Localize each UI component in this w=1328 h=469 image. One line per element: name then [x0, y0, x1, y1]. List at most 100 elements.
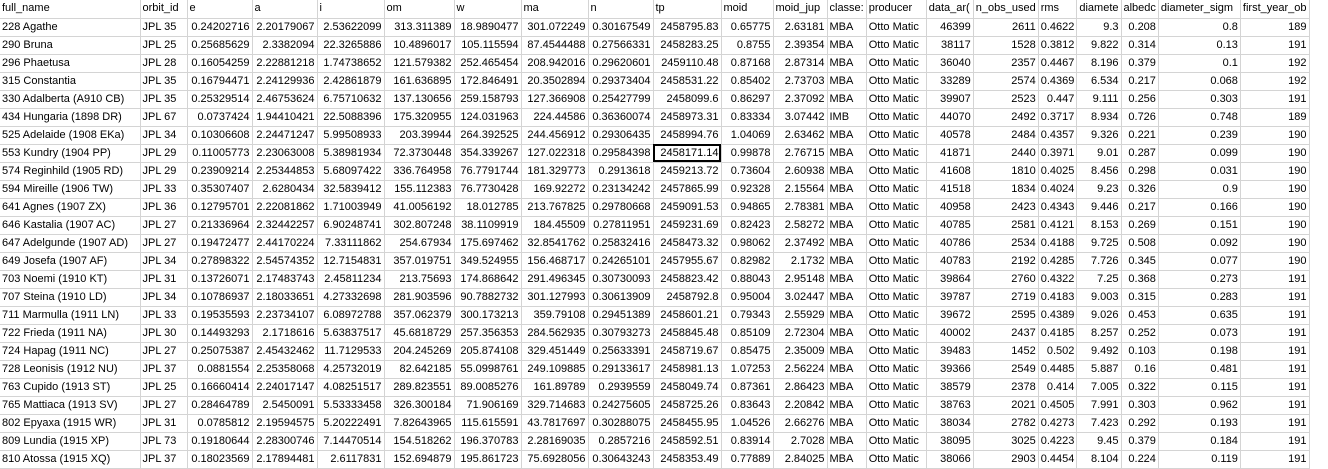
cell-producer[interactable]: Otto Matic	[866, 414, 927, 433]
cell-classes[interactable]: MBA	[827, 90, 867, 109]
cell-ma[interactable]: 329.714683	[521, 396, 589, 415]
cell-data-arc[interactable]: 41518	[926, 180, 974, 199]
cell-producer[interactable]: Otto Matic	[866, 72, 927, 91]
cell-tp[interactable]: 2458792.8	[653, 288, 722, 307]
cell-w[interactable]: 124.031963	[454, 108, 522, 127]
cell-classes[interactable]: MBA	[827, 252, 867, 271]
cell-e[interactable]: 0.10786937	[187, 288, 253, 307]
cell-producer[interactable]: Otto Matic	[866, 306, 927, 325]
cell-first-year-obs[interactable]: 191	[1240, 324, 1310, 343]
cell-ma[interactable]: 181.329773	[521, 162, 589, 181]
cell-diameter[interactable]: 9.492	[1076, 342, 1122, 361]
cell-moid-jup[interactable]: 2.20842	[773, 396, 828, 415]
cell-producer[interactable]: Otto Matic	[866, 288, 927, 307]
cell-albedo[interactable]: 0.322	[1121, 378, 1159, 397]
cell-rms[interactable]: 0.4357	[1038, 126, 1078, 145]
cell-om[interactable]: 137.130656	[384, 90, 455, 109]
cell-rms[interactable]: 0.4389	[1038, 306, 1078, 325]
cell-w[interactable]: 76.7791744	[454, 162, 522, 181]
cell-i[interactable]: 2.6117831	[317, 450, 385, 469]
cell-a[interactable]: 2.19594575	[252, 414, 318, 433]
cell-diameter[interactable]: 8.456	[1076, 162, 1122, 181]
cell-n[interactable]: 0.23134242	[588, 180, 654, 199]
cell-n[interactable]: 0.2939559	[588, 378, 654, 397]
cell-classes[interactable]: MBA	[827, 180, 867, 199]
cell-first-year-obs[interactable]: 191	[1240, 306, 1310, 325]
cell-w[interactable]: 264.392525	[454, 126, 522, 145]
cell-w[interactable]: 354.339267	[454, 144, 522, 163]
cell-tp[interactable]: 2458473.32	[653, 234, 722, 253]
cell-diameter-sigma[interactable]: 0.13	[1158, 36, 1241, 55]
cell-n[interactable]: 0.24265101	[588, 252, 654, 271]
cell-w[interactable]: 349.524955	[454, 252, 522, 271]
cell-i[interactable]: 5.20222491	[317, 414, 385, 433]
cell-n[interactable]: 0.29306435	[588, 126, 654, 145]
cell-moid[interactable]: 0.85402	[721, 72, 774, 91]
cell-moid[interactable]: 0.79343	[721, 306, 774, 325]
cell-w[interactable]: 90.7882732	[454, 288, 522, 307]
cell-rms[interactable]: 0.4485	[1038, 360, 1078, 379]
cell-data-arc[interactable]: 40783	[926, 252, 974, 271]
cell-om[interactable]: 326.300184	[384, 396, 455, 415]
cell-tp[interactable]: 2459091.53	[653, 198, 722, 217]
header-cell-i[interactable]: i	[317, 0, 385, 19]
cell-ma[interactable]: 43.7817697	[521, 414, 589, 433]
cell-i[interactable]: 6.90248741	[317, 216, 385, 235]
cell-rms[interactable]: 0.4183	[1038, 288, 1078, 307]
cell-ma[interactable]: 284.562935	[521, 324, 589, 343]
cell-full-name[interactable]: 707 Steina (1910 LD)	[0, 288, 141, 307]
cell-e[interactable]: 0.25685629	[187, 36, 253, 55]
cell-first-year-obs[interactable]: 191	[1240, 396, 1310, 415]
cell-e[interactable]: 0.18023569	[187, 450, 253, 469]
cell-tp[interactable]: 2458845.48	[653, 324, 722, 343]
cell-full-name[interactable]: 722 Frieda (1911 NA)	[0, 324, 141, 343]
cell-full-name[interactable]: 330 Adalberta (A910 CB)	[0, 90, 141, 109]
cell-albedo[interactable]: 0.379	[1121, 54, 1159, 73]
cell-i[interactable]: 4.08251517	[317, 378, 385, 397]
cell-e[interactable]: 0.19180644	[187, 432, 253, 451]
cell-w[interactable]: 18.012785	[454, 198, 522, 217]
cell-tp[interactable]: 2457955.67	[653, 252, 722, 271]
cell-producer[interactable]: Otto Matic	[866, 234, 927, 253]
cell-a[interactable]: 2.28300746	[252, 432, 318, 451]
cell-diameter-sigma[interactable]: 0.077	[1158, 252, 1241, 271]
cell-orbit-id[interactable]: JPL 27	[140, 216, 188, 235]
cell-diameter-sigma[interactable]: 0.031	[1158, 162, 1241, 181]
cell-w[interactable]: 105.115594	[454, 36, 522, 55]
cell-rms[interactable]: 0.3812	[1038, 36, 1078, 55]
cell-a[interactable]: 2.18033651	[252, 288, 318, 307]
cell-diameter[interactable]: 9.23	[1076, 180, 1122, 199]
cell-producer[interactable]: Otto Matic	[866, 396, 927, 415]
cell-producer[interactable]: Otto Matic	[866, 198, 927, 217]
cell-n-obs-used[interactable]: 2760	[973, 270, 1039, 289]
cell-n[interactable]: 0.2857216	[588, 432, 654, 451]
cell-e[interactable]: 0.24202716	[187, 18, 253, 37]
cell-e[interactable]: 0.16794471	[187, 72, 253, 91]
cell-first-year-obs[interactable]: 190	[1240, 180, 1310, 199]
header-cell-n-obs-used[interactable]: n_obs_used	[973, 0, 1039, 19]
cell-orbit-id[interactable]: JPL 33	[140, 306, 188, 325]
cell-e[interactable]: 0.14493293	[187, 324, 253, 343]
cell-n[interactable]: 0.30793273	[588, 324, 654, 343]
cell-ma[interactable]: 169.92272	[521, 180, 589, 199]
cell-full-name[interactable]: 296 Phaetusa	[0, 54, 141, 73]
cell-i[interactable]: 2.45811234	[317, 270, 385, 289]
cell-moid-jup[interactable]: 2.35009	[773, 342, 828, 361]
cell-e[interactable]: 0.19472477	[187, 234, 253, 253]
cell-producer[interactable]: Otto Matic	[866, 252, 927, 271]
cell-w[interactable]: 172.846491	[454, 72, 522, 91]
cell-moid[interactable]: 0.87361	[721, 378, 774, 397]
cell-ma[interactable]: 291.496345	[521, 270, 589, 289]
cell-data-arc[interactable]: 38763	[926, 396, 974, 415]
cell-i[interactable]: 5.68097422	[317, 162, 385, 181]
cell-n[interactable]: 0.25427799	[588, 90, 654, 109]
cell-rms[interactable]: 0.4024	[1038, 180, 1078, 199]
cell-classes[interactable]: MBA	[827, 36, 867, 55]
cell-data-arc[interactable]: 39787	[926, 288, 974, 307]
cell-orbit-id[interactable]: JPL 25	[140, 36, 188, 55]
cell-producer[interactable]: Otto Matic	[866, 324, 927, 343]
cell-full-name[interactable]: 711 Marmulla (1911 LN)	[0, 306, 141, 325]
cell-n-obs-used[interactable]: 1528	[973, 36, 1039, 55]
cell-n-obs-used[interactable]: 3025	[973, 432, 1039, 451]
cell-producer[interactable]: Otto Matic	[866, 108, 927, 127]
